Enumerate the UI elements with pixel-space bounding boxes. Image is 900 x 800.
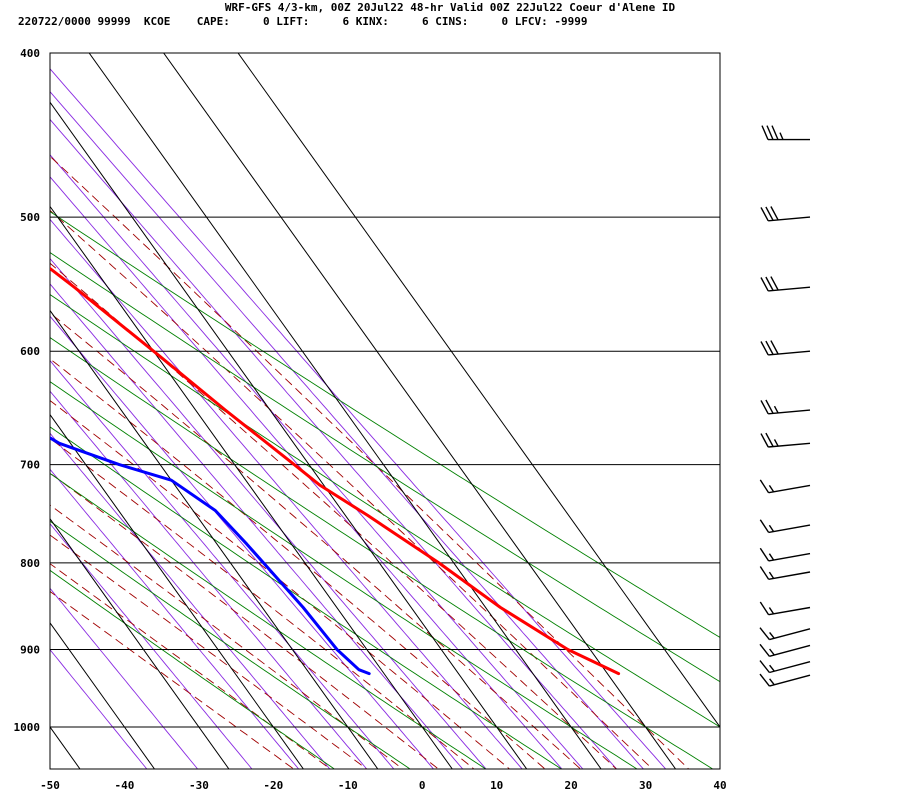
isotherm-line (50, 621, 155, 769)
isobars (50, 52, 720, 728)
mixing-ratio-line (50, 154, 584, 769)
isotherm-line (50, 413, 304, 769)
sounding-traces (50, 266, 621, 676)
moist-adiabat-line (50, 209, 654, 769)
moist-adiabat-line (50, 563, 332, 769)
wind-barb (759, 601, 811, 616)
temperature-tick-label: -30 (189, 779, 209, 792)
mixing-ratio-line (50, 468, 300, 769)
isotherm-line (0, 15, 6, 769)
temperature-trace (50, 266, 621, 676)
wind-barb (759, 673, 811, 687)
dry-adiabat-line (50, 294, 720, 728)
wind-barb (760, 206, 811, 222)
moist-adiabat-line (50, 437, 475, 769)
wind-barbs (759, 125, 811, 687)
isotherm-line (50, 101, 528, 769)
dry-adiabat-line (50, 381, 638, 769)
temperature-tick-label: -50 (40, 779, 60, 792)
mixing-ratio-line (50, 359, 395, 769)
mixing-ratio-lines (50, 68, 667, 769)
temperature-tick-label: -20 (263, 779, 283, 792)
pressure-tick-label: 800 (20, 557, 40, 570)
moist-adiabat-line (50, 262, 618, 769)
temperature-tick-labels: -50 -40 -30 -20 -10 0 10 20 30 40 (40, 779, 727, 792)
wind-barb (760, 399, 811, 415)
mixing-ratio-line (50, 90, 645, 769)
dry-adiabat-line (50, 337, 714, 769)
pressure-tick-labels: 400 500 600 700 800 900 1000 (14, 47, 41, 734)
wind-barb (759, 547, 811, 562)
mixing-ratio-line (50, 648, 148, 769)
wind-barb (759, 643, 811, 657)
temperature-tick-label: -10 (338, 779, 358, 792)
wind-barb (759, 627, 811, 641)
temperature-tick-label: 0 (419, 779, 426, 792)
wind-barb (759, 660, 811, 674)
dry-adiabat-line (50, 211, 720, 638)
mixing-ratio-line (50, 315, 435, 769)
moist-adiabat-line (50, 504, 404, 769)
mixing-ratio-line (50, 283, 464, 769)
isotherm-line (163, 53, 677, 769)
moist-adiabat-line (50, 155, 690, 769)
pressure-tick-label: 1000 (14, 721, 41, 734)
isotherm-line (237, 53, 720, 728)
isotherm-line (88, 53, 602, 769)
dry-adiabat-line (50, 520, 411, 769)
moist-adiabat-line (50, 400, 511, 769)
moist-adiabat-line (50, 590, 295, 769)
mixing-ratio-line (50, 218, 523, 769)
mixing-ratio-line (50, 587, 199, 769)
pressure-tick-label: 500 (20, 211, 40, 224)
dry-adiabats (50, 211, 720, 769)
dry-adiabat-line (50, 426, 563, 769)
moist-adiabat-line (50, 534, 368, 769)
mixing-ratio-line (50, 118, 618, 769)
wind-barb (760, 432, 811, 448)
mixing-ratio-line (50, 68, 667, 769)
dry-adiabat-line (50, 251, 720, 683)
wind-barb (759, 519, 811, 534)
wind-barb (759, 479, 811, 494)
isotherms (0, 15, 720, 769)
moist-adiabats (50, 155, 690, 769)
mixing-ratio-line (50, 432, 331, 769)
temperature-tick-label: -40 (114, 779, 134, 792)
wind-barb (760, 276, 811, 292)
temperature-tick-label: 30 (639, 779, 652, 792)
mixing-ratio-line (50, 390, 368, 769)
isotherm-line (50, 205, 453, 769)
chart-title: WRF-GFS 4/3-km, 00Z 20Jul22 48-hr Valid … (225, 1, 676, 14)
sounding-info: 220722/0000 99999 KCOE CAPE: 0 LIFT: 6 K… (18, 15, 588, 28)
mixing-ratio-line (50, 176, 563, 769)
isotherm-line (50, 309, 379, 769)
isotherm-line (50, 726, 81, 769)
dry-adiabat-line (50, 472, 487, 769)
pressure-tick-label: 400 (20, 47, 40, 60)
mixing-ratio-line (50, 523, 253, 769)
temperature-tick-label: 20 (564, 779, 577, 792)
mixing-ratio-line (50, 257, 487, 769)
pressure-tick-label: 900 (20, 644, 40, 657)
temperature-tick-label: 10 (490, 779, 503, 792)
isotherm-line (50, 517, 230, 769)
temperature-tick-label: 40 (713, 779, 726, 792)
pressure-tick-label: 600 (20, 345, 40, 358)
dry-adiabat-line (50, 569, 336, 769)
wind-barb (761, 125, 810, 141)
moist-adiabat-line (50, 312, 582, 769)
pressure-tick-label: 700 (20, 459, 40, 472)
dewpoint-trace (50, 436, 371, 676)
moist-adiabat-line (50, 358, 546, 769)
plot-frame (49, 52, 721, 770)
wind-barb (759, 566, 811, 580)
wind-barb (760, 340, 811, 356)
